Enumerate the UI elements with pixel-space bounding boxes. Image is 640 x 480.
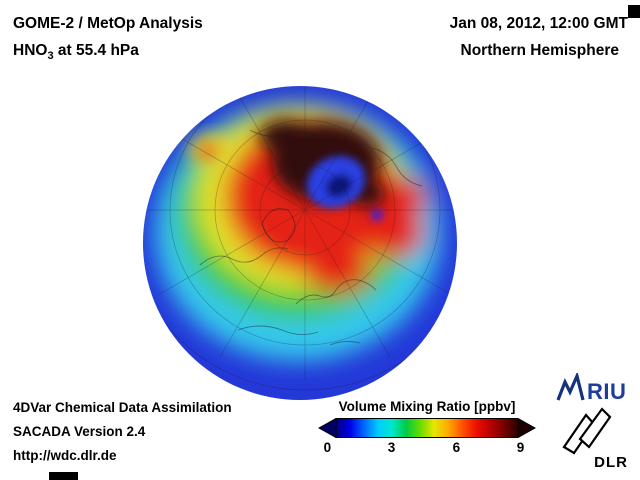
colorbar (318, 418, 536, 438)
hno3-field (143, 86, 457, 400)
colorbar-tick: 0 (323, 440, 332, 455)
graticule (143, 86, 457, 391)
dlr-logo-text: DLR (594, 454, 628, 471)
colorbar-block: Volume Mixing Ratio [ppbv] 0 3 6 9 (318, 399, 536, 458)
colorbar-tick: 9 (516, 440, 525, 455)
species-level: HNO3 at 55.4 hPa (13, 37, 203, 70)
header-right: Jan 08, 2012, 12:00 GMT Northern Hemisph… (450, 10, 628, 64)
riu-logo-mark (556, 373, 585, 401)
colorbar-right-arrow (517, 418, 536, 438)
riu-logo: RIU (556, 373, 626, 404)
assimilation-label: 4DVar Chemical Data Assimilation (13, 400, 232, 415)
species-formula: HNO (13, 42, 48, 59)
riu-logo-text: RIU (587, 379, 626, 404)
analysis-title: GOME-2 / MetOp Analysis (13, 15, 203, 32)
colorbar-gradient (335, 418, 519, 438)
colorbar-label: Volume Mixing Ratio [ppbv] (338, 399, 516, 414)
dlr-logo-mark (562, 407, 612, 455)
coastlines (199, 129, 423, 346)
pressure-level: at 55.4 hPa (53, 42, 139, 59)
header-left: GOME-2 / MetOp Analysis HNO3 at 55.4 hPa (13, 10, 203, 70)
frame-mark-top-right (628, 5, 640, 18)
colorbar-left-arrow (318, 418, 337, 438)
dlr-logo: DLR (560, 407, 634, 473)
frame-mark-bottom-left (49, 472, 78, 480)
version-label: SACADA Version 2.4 (13, 424, 146, 439)
species-subscript: 3 (47, 50, 54, 63)
datetime-label: Jan 08, 2012, 12:00 GMT (449, 15, 628, 32)
hemisphere-label: Northern Hemisphere (460, 42, 619, 59)
colorbar-tick: 6 (452, 440, 461, 455)
colorbar-tick: 3 (387, 440, 396, 455)
wdc-url: http://wdc.dlr.de (13, 448, 117, 463)
footer-credits: 4DVar Chemical Data Assimilation SACADA … (13, 396, 232, 468)
colorbar-ticks: 0 3 6 9 (318, 440, 536, 458)
